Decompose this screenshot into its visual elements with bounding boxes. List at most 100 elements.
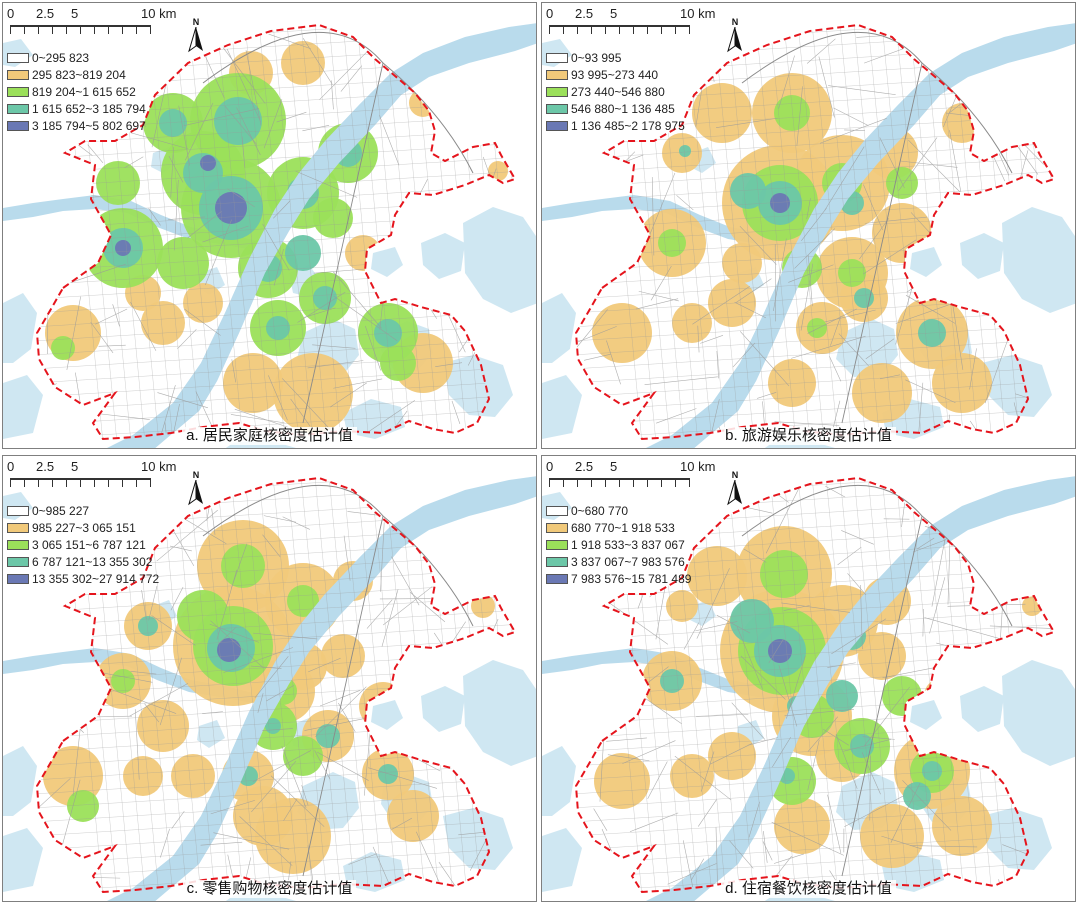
road-segment (290, 398, 311, 427)
legend-label: 0~680 770 (571, 504, 629, 518)
road-segment (716, 350, 719, 379)
lake-shape (3, 375, 43, 439)
road-segment (905, 379, 956, 403)
road-segment (251, 761, 297, 813)
road-segment (129, 683, 189, 717)
legend-swatch (546, 87, 568, 97)
scale-tick-mark (563, 478, 564, 487)
road-grid-line (37, 833, 515, 865)
scale-tick-mark (549, 25, 550, 34)
lake-shape (463, 660, 536, 766)
road-segment (778, 664, 798, 727)
density-map-c (3, 476, 536, 901)
road-segment (382, 586, 433, 626)
road-segment (771, 821, 844, 856)
panel-caption-text: c. 零售购物核密度估计值 (182, 880, 357, 898)
lake-shape (443, 355, 513, 417)
density-blob (111, 669, 135, 693)
road-grid-line (37, 609, 515, 641)
road-segment (841, 530, 874, 545)
road-grid-line (272, 25, 314, 439)
road-segment (216, 569, 238, 640)
road-grid-line (576, 861, 1054, 892)
ring-road (202, 485, 474, 627)
road-segment (202, 225, 249, 243)
road-segment (466, 566, 515, 585)
road-segment (828, 85, 896, 95)
road-segment (957, 274, 972, 292)
scale-ruler (549, 478, 690, 490)
road-grid-line (37, 763, 515, 795)
road-segment (95, 413, 150, 420)
density-blob (233, 786, 293, 846)
road-segment (262, 534, 281, 558)
road-grid-line (356, 478, 398, 892)
lake-shape (3, 828, 43, 892)
road-grid-line (37, 380, 515, 412)
density-map-a (3, 23, 536, 448)
road-segment (381, 50, 407, 54)
road-segment (824, 146, 865, 211)
road-segment (973, 113, 1006, 182)
road-segment (227, 854, 234, 881)
road-segment (951, 300, 964, 370)
road-segment (56, 706, 84, 733)
road-segment (44, 134, 61, 176)
road-segment (829, 356, 842, 382)
road-grid-line (37, 623, 515, 655)
road-segment (818, 56, 835, 118)
density-blob (313, 286, 337, 310)
road-segment (75, 143, 93, 156)
ring-road (741, 485, 1013, 627)
road-grid-line (300, 478, 342, 892)
legend-swatch (7, 104, 29, 114)
road-segment (796, 86, 803, 146)
road-segment (184, 102, 214, 161)
road-segment (697, 325, 700, 353)
density-blob (760, 550, 808, 598)
scale-tick-mark (661, 25, 662, 34)
density-blob (321, 634, 365, 678)
legend-swatch (546, 540, 568, 550)
scale-tick-mark (24, 478, 25, 487)
road-segment (743, 548, 767, 563)
density-layer (45, 25, 515, 439)
lake-shape (836, 319, 898, 377)
density-blob (171, 754, 215, 798)
road-segment (40, 177, 68, 203)
road-segment (333, 271, 382, 329)
road-segment (170, 586, 184, 611)
map-panel-c: 0 2.5 5 10 km N 0~985 227 985 227~3 065 151 3 0… (2, 455, 537, 902)
road-segment (599, 740, 604, 802)
road-segment (936, 674, 969, 693)
legend-swatch (546, 121, 568, 131)
scale-tick-mark (10, 25, 11, 34)
road-segment (124, 156, 144, 168)
road-grid-line (576, 408, 1054, 439)
density-blob (730, 599, 774, 643)
road-segment (576, 606, 595, 620)
road-segment (380, 522, 385, 592)
road-segment (416, 831, 444, 891)
density-map-b (542, 23, 1075, 448)
north-label: N (731, 17, 739, 27)
lake-shape (960, 233, 1004, 279)
road-segment (125, 131, 189, 150)
road-segment (863, 184, 883, 231)
road-segment (716, 117, 778, 128)
road-grid-line (853, 478, 895, 892)
road-segment (736, 626, 763, 690)
road-segment (227, 188, 255, 208)
scale-tick-label: 2.5 (36, 6, 55, 21)
density-blob (687, 546, 747, 606)
legend-swatch (7, 121, 29, 131)
road-grid-line (755, 478, 797, 892)
road-segment (864, 216, 928, 224)
north-arrow-icon (727, 27, 742, 53)
road-grid-line (797, 478, 839, 892)
road-segment (159, 657, 182, 726)
road-segment (210, 800, 255, 815)
road-segment (202, 711, 223, 714)
lake-shape (982, 808, 1052, 870)
road-segment (807, 255, 813, 307)
